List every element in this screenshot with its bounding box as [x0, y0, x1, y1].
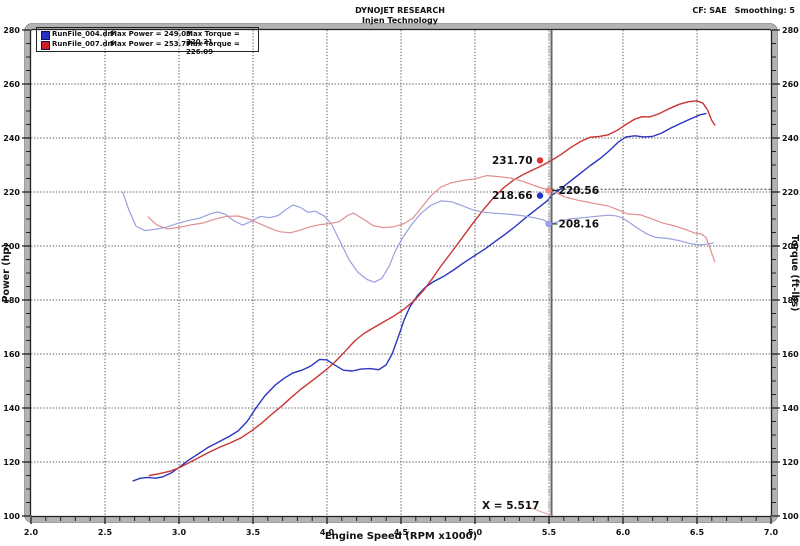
runfile007-name: RunFile_007.drf — [52, 40, 114, 48]
red-torque-curve — [147, 175, 716, 263]
x-tick-label-4.0: 4.0 — [320, 528, 335, 537]
x-tick-label-5.5: 5.5 — [542, 528, 557, 537]
torque-tick-label-200: 200 — [782, 242, 799, 251]
runfile004-max-power: Max Power = 249.03 — [110, 30, 191, 38]
power-tick-label-240: 240 — [3, 134, 20, 143]
page-subtitle: Injen Technology — [362, 16, 438, 25]
torque-axis-title: Torque (ft-lbs) — [789, 235, 800, 312]
marker-dot-red-torque — [545, 187, 552, 194]
x-tick-label-6.0: 6.0 — [616, 528, 631, 537]
power-tick-label-100: 100 — [3, 512, 20, 521]
legend-box: RunFile_004.drf Max Power = 249.03 Max T… — [36, 27, 259, 56]
marker-label-blue-power: 218.66 — [492, 190, 533, 202]
x-tick-label-6.5: 6.5 — [690, 528, 705, 537]
x-tick-label-3.0: 3.0 — [172, 528, 187, 537]
marker-dot-blue-torque — [545, 220, 552, 228]
blue-power-curve — [132, 112, 707, 482]
runfile007-max-torque: Max Torque = 226.09 — [186, 40, 240, 56]
legend-row-runfile004: RunFile_004.drf Max Power = 249.03 Max T… — [37, 30, 258, 46]
x-tick-label-3.5: 3.5 — [246, 528, 261, 537]
power-tick-label-260: 260 — [3, 80, 20, 89]
runfile004-swatch-icon — [41, 31, 50, 40]
cursor-x-readout: X = 5.517 — [482, 500, 539, 512]
marker-dot-red-power — [536, 157, 544, 164]
power-axis-title: Power (hp) — [1, 244, 12, 303]
legend-row-runfile007: RunFile_007.drf Max Power = 253.77 Max T… — [37, 40, 258, 56]
page-title: DYNOJET RESEARCH — [355, 6, 445, 15]
marker-label-red-torque: 220.56 — [559, 185, 600, 197]
x-tick-label-4.5: 4.5 — [394, 528, 409, 537]
power-tick-label-140: 140 — [3, 404, 20, 413]
power-tick-label-160: 160 — [3, 350, 20, 359]
runfile007-max-power: Max Power = 253.77 — [110, 40, 191, 48]
runfile007-swatch-icon — [41, 41, 50, 50]
torque-tick-label-120: 120 — [782, 458, 799, 467]
power-tick-label-200: 200 — [3, 242, 20, 251]
torque-tick-label-140: 140 — [782, 404, 799, 413]
red-power-curve — [148, 100, 716, 477]
x-tick-label-2.0: 2.0 — [24, 528, 39, 537]
runfile004-name: RunFile_004.drf — [52, 30, 114, 38]
torque-tick-label-220: 220 — [782, 188, 799, 197]
cursor-x-pointer-line — [527, 506, 552, 516]
torque-tick-label-240: 240 — [782, 134, 799, 143]
torque-tick-label-180: 180 — [782, 296, 799, 305]
x-tick-label-2.5: 2.5 — [98, 528, 113, 537]
cf-label: CF: SAE — [692, 6, 727, 15]
torque-tick-label-280: 280 — [782, 26, 799, 35]
power-tick-label-280: 280 — [3, 26, 20, 35]
power-tick-label-120: 120 — [3, 458, 20, 467]
x-tick-label-7.0: 7.0 — [764, 528, 779, 537]
power-tick-label-180: 180 — [3, 296, 20, 305]
power-tick-label-220: 220 — [3, 188, 20, 197]
x-tick-label-5.0: 5.0 — [468, 528, 483, 537]
runfile004-max-torque: Max Torque = 220.21 — [186, 30, 240, 46]
torque-tick-label-260: 260 — [782, 80, 799, 89]
marker-dot-blue-power — [536, 192, 544, 199]
engine-speed-axis-title: Engine Speed (RPM x1000) — [325, 531, 477, 542]
torque-tick-label-160: 160 — [782, 350, 799, 359]
correction-smoothing-info: CF: SAE Smoothing: 5 — [684, 6, 795, 15]
marker-label-blue-torque: 208.16 — [559, 218, 600, 230]
smoothing-label: Smoothing: 5 — [734, 6, 795, 15]
frame-inner-border — [29, 28, 773, 518]
torque-tick-label-100: 100 — [782, 512, 799, 521]
marker-label-red-power: 231.70 — [492, 155, 533, 167]
blue-torque-curve — [122, 191, 714, 283]
